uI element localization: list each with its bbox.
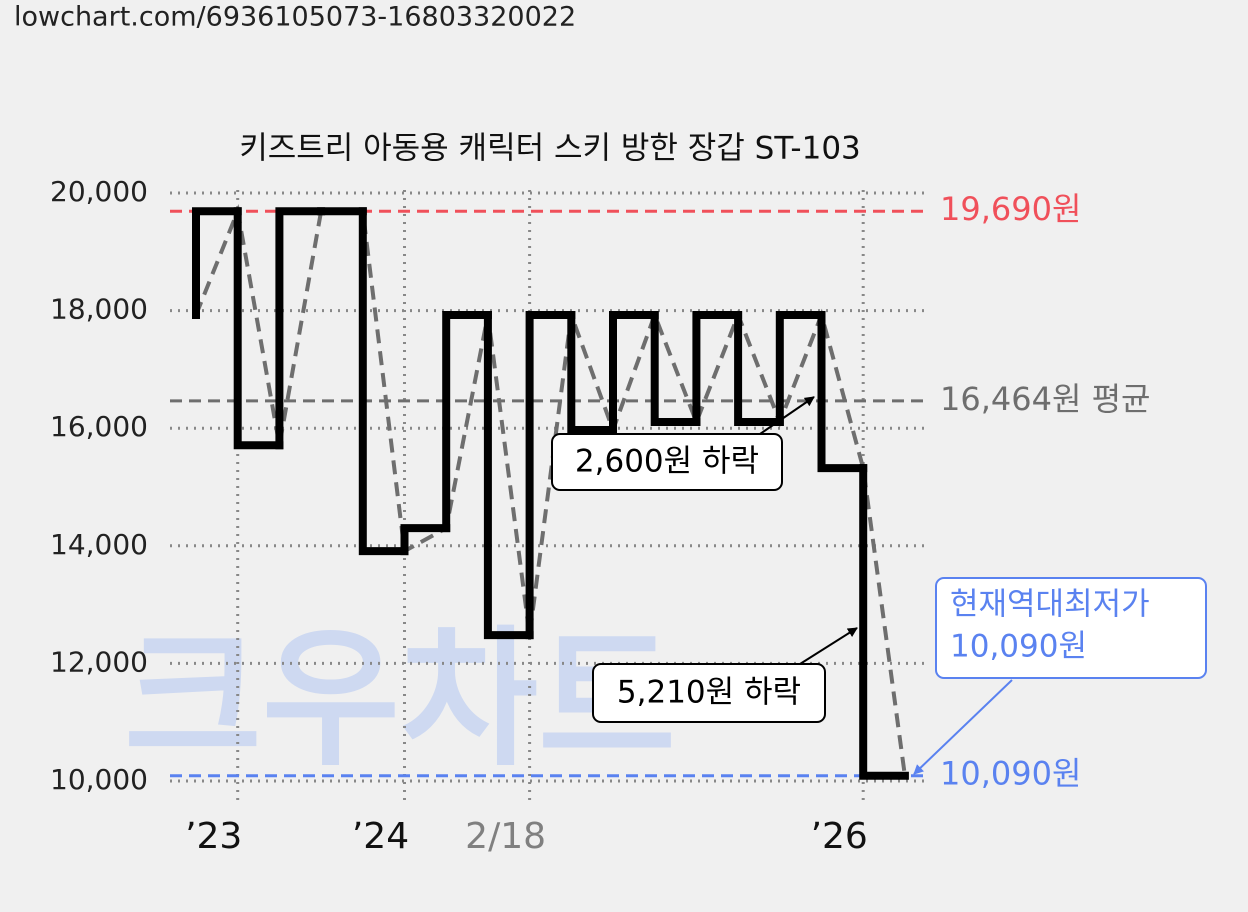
- step-segment: [275, 207, 326, 450]
- url: lowchart.com/6936105073-16803320022: [14, 2, 576, 33]
- annotation-box: [592, 663, 826, 723]
- watermark: 크우차트: [124, 613, 676, 787]
- step-segment: [233, 207, 284, 450]
- step-segment: [692, 311, 743, 427]
- step-segment: [483, 311, 534, 640]
- step-segment: [525, 311, 576, 640]
- annotation-arrow: [759, 396, 815, 435]
- step-segment: [442, 311, 492, 533]
- trend-line: [194, 204, 907, 776]
- annotation-arrow: [799, 627, 858, 665]
- x-tick-label: ’24: [352, 816, 409, 857]
- reference-label: 19,690원: [940, 190, 1081, 228]
- step-segment: [400, 524, 451, 556]
- x-tick-label: 2/18: [465, 816, 546, 857]
- callout-box: [935, 577, 1207, 679]
- y-tick-label: 16,000: [50, 410, 148, 443]
- step-segment: [567, 311, 617, 434]
- annotation-box: [551, 433, 783, 491]
- y-tick-label: 14,000: [50, 528, 148, 561]
- annotation-text: 2,600원 하락: [575, 444, 759, 480]
- callout-arrow: [913, 679, 1013, 775]
- chart-title: 키즈트리 아동용 캐릭터 스키 방한 장갑 ST-103: [239, 131, 861, 167]
- callout-text: 10,090원: [950, 629, 1087, 665]
- y-tick-label: 18,000: [50, 293, 148, 326]
- annotation-text: 5,210원 하락: [617, 675, 801, 711]
- reference-label: 10,090원: [940, 755, 1081, 793]
- step-segment: [859, 464, 909, 780]
- callout-text: 현재역대최저가: [950, 587, 1150, 623]
- reference-label: 16,464원 평균: [940, 380, 1150, 418]
- step-segment: [734, 311, 784, 427]
- x-tick-label: ’23: [185, 816, 242, 857]
- y-tick-label: 20,000: [50, 175, 148, 208]
- step-segment: [609, 311, 659, 434]
- step-segment: [775, 311, 826, 427]
- x-tick-label: ’26: [811, 816, 868, 857]
- step-segment: [817, 311, 868, 473]
- y-tick-label: 12,000: [50, 645, 148, 678]
- step-segment: [358, 207, 409, 556]
- y-tick-label: 10,000: [50, 763, 148, 796]
- step-segment: [650, 311, 701, 427]
- step-segment: [192, 207, 242, 320]
